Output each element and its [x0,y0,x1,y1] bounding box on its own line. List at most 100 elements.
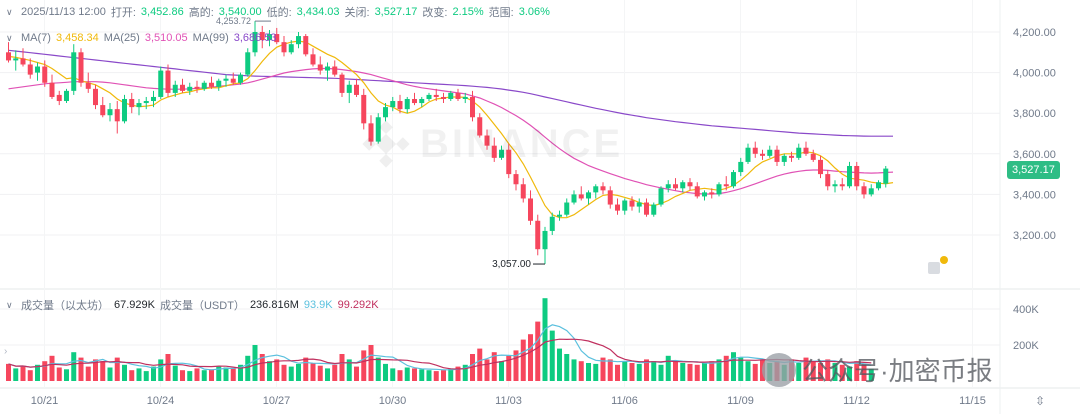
candle-body [441,96,446,99]
candle-body [528,198,533,221]
volume-bar [354,366,359,381]
candle-body [114,109,120,122]
volume-tick-label: 200K [1013,340,1039,352]
chevron-right-icon[interactable]: › [4,346,8,357]
volume-bar [209,369,214,381]
volume-bar [107,367,113,381]
ma99-label: MA(99) [192,32,229,44]
candle-body [230,78,236,83]
volume-bar [404,367,410,381]
volume-bar [245,355,251,381]
candle-body [825,174,831,187]
price-tick-label: 3,400.00 [1013,189,1056,201]
candle-body [818,159,823,175]
volume-bar [861,363,867,381]
volume-bar [383,363,388,381]
volume-bar [506,355,512,381]
candle-body [557,214,562,217]
volume-bar [56,367,62,381]
chevron-down-icon[interactable]: ∨ [6,6,13,17]
date-tick-label: 11/12 [843,395,870,407]
binance-logo-icon [362,120,410,168]
candle-body [361,94,367,124]
chevron-down-icon[interactable]: ∨ [6,32,13,43]
volume-bar [716,359,722,381]
candle-body [180,84,185,91]
candle-body [172,84,178,93]
chevron-down-icon[interactable]: ∨ [6,299,13,310]
volume-bar [702,363,707,381]
date-tick-label: 10/24 [147,395,175,407]
candle-body [847,165,852,187]
candle-body [745,147,751,162]
volume-bar [136,368,142,381]
date-tick-label: 11/15 [959,395,986,407]
ma99-value: 3,686.53 [233,32,277,44]
candle-body [223,78,229,81]
volume-bar [825,359,831,381]
candle-body [209,82,214,87]
volume-bar [288,366,294,381]
candle-body [383,107,388,118]
volume-bar [426,370,432,381]
volume-bar [368,345,374,381]
volume-bar [6,363,11,381]
ma-legend: ∨ MA(7) 3,458.34 MA(25) 3,510.05 MA(99) 3,6… [6,32,277,44]
candle-body [412,98,417,104]
volume-quote: 236.816M [249,299,299,311]
candle-body [738,161,744,173]
candle-body [868,188,874,195]
candle-body [644,202,649,215]
volume-bar [13,368,19,381]
ma99-line [8,49,893,137]
candle-body [93,88,98,106]
volume-bar [818,363,823,381]
volume-bar [832,363,838,381]
high-value: 3,540.00 [218,6,262,18]
volume-bar [317,365,323,381]
ma25-value: 3,510.05 [144,32,188,44]
volume-bar [578,361,584,381]
volume-bar [346,359,352,381]
calendar-icon[interactable] [928,262,940,274]
candle-body [586,192,591,199]
volume-bar [491,352,497,381]
candle-body [310,54,316,65]
candle-body [513,174,519,185]
volume-bar [390,368,396,381]
volume-bar [100,361,106,381]
date-tick-label: 10/21 [31,395,59,407]
candle-body [201,82,207,89]
candle-body [876,182,881,189]
candle-body [687,182,693,187]
candle-body [716,184,722,195]
volume-bar [267,361,272,381]
candle-body [325,66,330,71]
volume-bar [752,363,758,381]
candle-body [100,105,106,116]
volume-bar [375,357,381,381]
volume-ma-a: 93.9K [303,299,333,311]
volume-bar [252,345,258,381]
volume-bar [143,371,149,381]
volume-bar [332,364,338,381]
volume-bar [49,355,55,381]
volume-bar [644,359,649,381]
resize-icon[interactable]: ⇳ [1035,394,1046,408]
volume-bar [680,363,686,381]
candle-body [85,82,91,89]
candle-body [499,149,504,158]
candle-body [78,52,84,83]
volume-bar [187,371,193,381]
volume-bar [839,364,845,381]
volume-bar [114,357,120,381]
candle-body [20,58,26,65]
volume-bar [20,365,26,381]
ohlc-header: ∨ 2025/11/13 12:00 打开: 3,452.86 高的: 3,540.… [6,4,550,20]
candle-body [296,36,301,45]
candle-body [404,98,410,110]
candle-body [564,202,570,215]
candle-body [122,98,127,122]
volume-ma-lines [8,324,872,371]
volume-base: 67.929K [114,299,155,311]
